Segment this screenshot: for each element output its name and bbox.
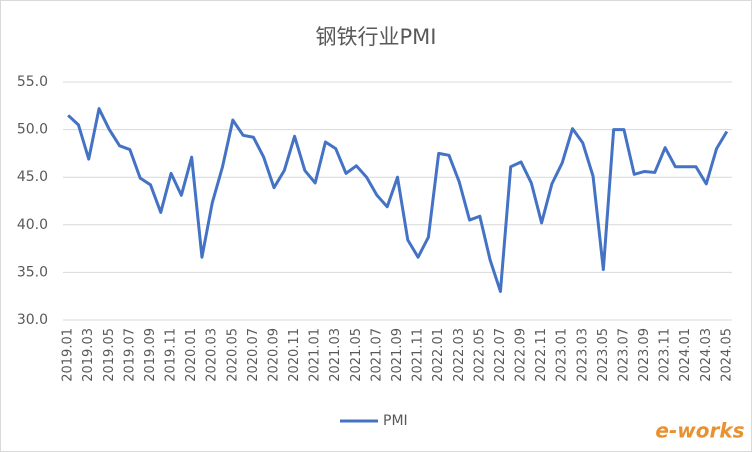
x-tick-label: 2023.03: [575, 328, 590, 382]
x-tick-label: 2020.05: [225, 328, 240, 382]
y-tick-label: 35.0: [17, 264, 48, 280]
x-tick-label: 2020.11: [287, 328, 302, 382]
x-tick-label: 2023.09: [637, 328, 652, 382]
x-tick-label: 2024.05: [719, 328, 734, 382]
x-tick-label: 2019.03: [81, 328, 96, 382]
watermark: e-works: [655, 419, 744, 443]
x-tick-label: 2020.09: [266, 328, 281, 382]
y-tick-label: 45.0: [17, 169, 48, 185]
y-tick-label: 40.0: [17, 217, 48, 233]
x-tick-label: 2023.05: [596, 328, 611, 382]
x-tick-label: 2022.01: [431, 328, 446, 382]
x-tick-label: 2021.07: [369, 328, 384, 382]
x-tick-label: 2021.11: [411, 328, 426, 382]
x-tick-label: 2021.01: [308, 328, 323, 382]
x-tick-label: 2023.01: [555, 328, 570, 382]
y-tick-label: 50.0: [17, 122, 48, 138]
x-tick-label: 2022.03: [452, 328, 467, 382]
x-tick-label: 2020.01: [184, 328, 199, 382]
series-line: [67, 107, 729, 293]
x-tick-label: 2021.05: [349, 328, 364, 382]
x-tick-label: 2020.03: [205, 328, 220, 382]
x-tick-label: 2019.11: [164, 328, 179, 382]
x-tick-label: 2023.07: [616, 328, 631, 382]
x-tick-label: 2024.03: [699, 328, 714, 382]
chart-title: 钢铁行业PMI: [316, 25, 437, 49]
x-tick-label: 2020.07: [246, 328, 261, 382]
x-tick-label: 2019.09: [143, 328, 158, 382]
x-tick-label: 2021.03: [328, 328, 343, 382]
x-tick-label: 2024.01: [678, 328, 693, 382]
x-tick-label: 2019.07: [122, 328, 137, 382]
x-tick-label: 2022.05: [472, 328, 487, 382]
x-tick-label: 2022.11: [534, 328, 549, 382]
x-tick-label: 2019.05: [102, 328, 117, 382]
x-tick-label: 2019.01: [61, 328, 76, 382]
x-tick-label: 2023.11: [658, 328, 673, 382]
x-tick-label: 2022.09: [514, 328, 529, 382]
legend-label: PMI: [383, 413, 408, 429]
x-tick-label: 2021.09: [390, 328, 405, 382]
x-tick-label: 2022.07: [493, 328, 508, 382]
y-tick-label: 30.0: [17, 312, 48, 328]
y-tick-label: 55.0: [17, 74, 48, 90]
